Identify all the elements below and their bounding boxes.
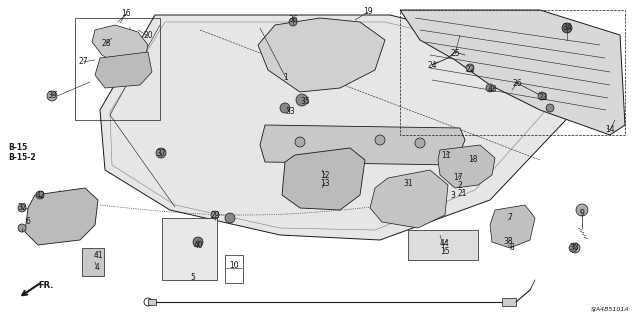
- Text: 6: 6: [26, 218, 31, 226]
- Text: 18: 18: [468, 155, 477, 165]
- Text: 26: 26: [512, 78, 522, 87]
- Polygon shape: [490, 205, 535, 248]
- Text: 27: 27: [78, 57, 88, 66]
- Text: 35: 35: [300, 98, 310, 107]
- Bar: [75, 18, 160, 120]
- Circle shape: [193, 237, 203, 247]
- Bar: [225, 255, 243, 283]
- Bar: [400, 10, 625, 135]
- Text: 15: 15: [440, 248, 450, 256]
- Text: 22: 22: [465, 65, 475, 75]
- Circle shape: [562, 23, 572, 33]
- Circle shape: [295, 137, 305, 147]
- Bar: [162, 218, 217, 280]
- Circle shape: [538, 92, 546, 100]
- Text: 7: 7: [508, 213, 513, 222]
- Text: 36: 36: [288, 16, 298, 25]
- Circle shape: [415, 138, 425, 148]
- Text: 2: 2: [458, 181, 462, 189]
- Text: 37: 37: [156, 149, 166, 158]
- Text: B-15: B-15: [8, 144, 28, 152]
- Text: FR.: FR.: [38, 281, 54, 291]
- Polygon shape: [25, 188, 98, 245]
- Circle shape: [289, 18, 297, 26]
- Text: 21: 21: [457, 189, 467, 197]
- Text: 17: 17: [453, 174, 463, 182]
- Circle shape: [466, 64, 474, 72]
- Text: 25: 25: [450, 49, 460, 58]
- Circle shape: [280, 103, 290, 113]
- Text: 3: 3: [451, 190, 456, 199]
- Bar: [408, 230, 478, 260]
- Text: 44: 44: [440, 239, 450, 248]
- Text: SJA4B5101A: SJA4B5101A: [591, 307, 630, 312]
- Text: 12: 12: [320, 170, 330, 180]
- Text: 29: 29: [210, 211, 220, 219]
- Text: 38: 38: [503, 238, 513, 247]
- Polygon shape: [100, 15, 580, 240]
- Text: 32: 32: [17, 204, 27, 212]
- Text: 4: 4: [95, 263, 99, 272]
- Text: 14: 14: [605, 125, 615, 135]
- Text: 16: 16: [121, 10, 131, 19]
- Polygon shape: [92, 25, 148, 65]
- Text: 40: 40: [193, 241, 203, 249]
- Polygon shape: [260, 125, 465, 165]
- Text: 28: 28: [101, 39, 111, 48]
- Polygon shape: [370, 170, 448, 228]
- Text: 10: 10: [229, 261, 239, 270]
- Text: 41: 41: [93, 250, 103, 259]
- Text: 8: 8: [509, 243, 515, 253]
- Text: 1: 1: [284, 73, 289, 83]
- Circle shape: [36, 191, 44, 199]
- Polygon shape: [400, 10, 625, 135]
- Circle shape: [546, 104, 554, 112]
- Polygon shape: [282, 148, 365, 210]
- Text: 5: 5: [191, 273, 195, 283]
- Circle shape: [211, 211, 219, 219]
- Text: 39: 39: [47, 92, 57, 100]
- Circle shape: [569, 244, 577, 252]
- Bar: [502, 298, 516, 306]
- Text: 24: 24: [427, 61, 437, 70]
- Text: 20: 20: [143, 32, 153, 41]
- Circle shape: [156, 148, 166, 158]
- Polygon shape: [95, 52, 152, 88]
- Text: 23: 23: [538, 93, 548, 102]
- Text: 31: 31: [403, 179, 413, 188]
- Polygon shape: [438, 145, 495, 188]
- Text: 9: 9: [580, 209, 584, 218]
- Circle shape: [486, 84, 494, 92]
- Circle shape: [570, 243, 580, 253]
- Polygon shape: [258, 18, 385, 92]
- Text: 13: 13: [320, 179, 330, 188]
- Circle shape: [47, 91, 57, 101]
- Bar: [148, 299, 156, 305]
- Circle shape: [375, 135, 385, 145]
- Circle shape: [18, 204, 26, 212]
- Text: 43: 43: [487, 85, 497, 94]
- Text: 11: 11: [441, 151, 451, 160]
- Text: 30: 30: [569, 243, 579, 253]
- Bar: [82, 248, 104, 276]
- Circle shape: [576, 204, 588, 216]
- Text: 34: 34: [562, 24, 572, 33]
- Text: 33: 33: [285, 108, 295, 116]
- Text: 19: 19: [363, 8, 373, 17]
- Circle shape: [18, 224, 26, 232]
- Text: 42: 42: [35, 191, 45, 201]
- Circle shape: [296, 94, 308, 106]
- Text: B-15-2: B-15-2: [8, 153, 36, 162]
- Circle shape: [225, 213, 235, 223]
